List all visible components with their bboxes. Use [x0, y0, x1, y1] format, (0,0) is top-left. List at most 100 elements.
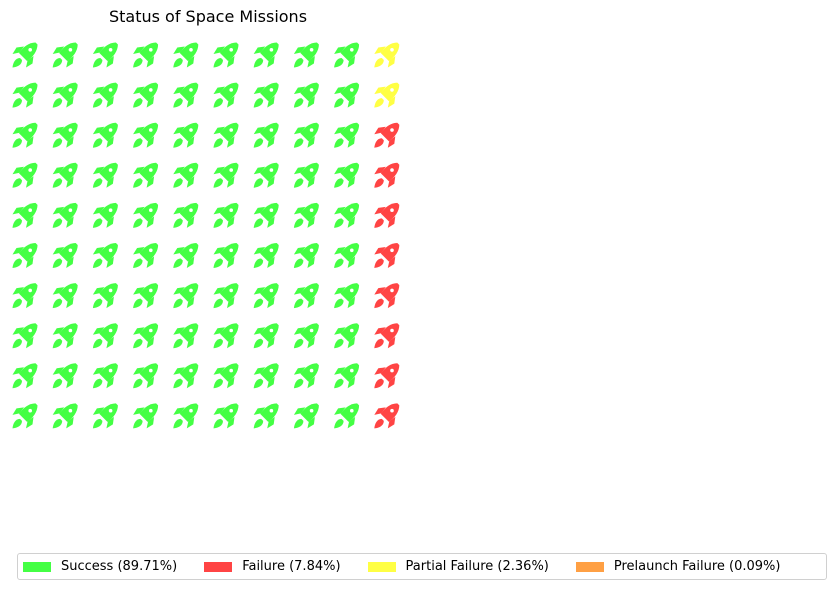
legend-entry: Failure (7.84%) [204, 559, 341, 574]
rocket-icon-success [12, 323, 38, 349]
legend-swatch [204, 561, 233, 572]
rocket-icon-success [334, 42, 360, 68]
rocket-icon-success [173, 122, 199, 148]
rocket-icon-success [133, 42, 159, 68]
rocket-icon-success [173, 403, 199, 429]
rocket-icon-success [293, 283, 319, 309]
waffle-chart [12, 42, 400, 429]
rocket-icon-success [173, 363, 199, 389]
rocket-icon-success [213, 283, 239, 309]
rocket-icon-success [213, 363, 239, 389]
rocket-icon-success [52, 122, 78, 148]
rocket-icon-success [253, 202, 279, 228]
legend-entry: Prelaunch Failure (0.09%) [575, 559, 780, 574]
rocket-icon-success [52, 243, 78, 268]
rocket-icon-success [213, 162, 239, 188]
rocket-icon-success [334, 162, 360, 188]
rocket-icon-success [253, 363, 279, 389]
rocket-icon-success [52, 403, 78, 429]
rocket-icon-success [293, 323, 319, 349]
rocket-icon-success [293, 202, 319, 228]
rocket-icon-failure [374, 202, 400, 228]
rocket-icon-success [253, 243, 279, 268]
rocket-icon-success [52, 283, 78, 309]
chart-title: Status of Space Missions [108, 7, 308, 26]
rocket-icon-success [173, 82, 199, 108]
rocket-icon-success [213, 323, 239, 349]
rocket-icon-success [173, 42, 199, 68]
rocket-icon-failure [374, 403, 400, 429]
rocket-icon-success [133, 363, 159, 389]
rocket-icon-success [173, 323, 199, 349]
rocket-icon-success [253, 42, 279, 68]
rocket-icon-failure [374, 323, 400, 349]
rocket-icon-success [293, 243, 319, 268]
rocket-icon-success [293, 162, 319, 188]
rocket-icon-success [52, 363, 78, 389]
rocket-icon-success [334, 323, 360, 349]
rocket-icon-success [92, 42, 118, 68]
rocket-icon-success [253, 122, 279, 148]
rocket-icon-success [334, 122, 360, 148]
rocket-icon-success [253, 162, 279, 188]
rocket-icon-success [12, 162, 38, 188]
rocket-icon-success [253, 82, 279, 108]
rocket-icon-success [133, 323, 159, 349]
rocket-icon-success [334, 82, 360, 108]
rocket-icon-success [52, 323, 78, 349]
rocket-icon-success [92, 283, 118, 309]
rocket-icon-success [12, 122, 38, 148]
legend-swatch [23, 561, 51, 572]
rocket-icon-partial-failure [374, 82, 400, 108]
rocket-icon-failure [374, 162, 400, 188]
rocket-icon-success [52, 162, 78, 188]
rocket-icon-success [52, 82, 78, 108]
rocket-icon-success [293, 122, 319, 148]
rocket-icon-success [52, 42, 78, 68]
rocket-icon-success [253, 403, 279, 429]
rocket-icon-success [173, 283, 199, 309]
rocket-icon-success [253, 283, 279, 309]
rocket-icon-success [133, 243, 159, 268]
rocket-icon-success [133, 162, 159, 188]
rocket-icon-success [213, 403, 239, 429]
rocket-icon-success [92, 403, 118, 429]
rocket-icon-success [334, 202, 360, 228]
rocket-icon-success [133, 122, 159, 148]
rocket-icon-success [213, 82, 239, 108]
rocket-icon-success [133, 82, 159, 108]
rocket-icon-failure [374, 243, 400, 268]
legend-label: Partial Failure (2.36%) [405, 559, 549, 574]
rocket-icon-success [92, 122, 118, 148]
rocket-icon-failure [374, 363, 400, 389]
rocket-icon-success [12, 243, 38, 268]
legend-entry: Success (89.71%) [23, 559, 177, 574]
rocket-icon-success [12, 42, 38, 68]
rocket-icon-success [213, 243, 239, 268]
legend-label: Success (89.71%) [61, 559, 178, 574]
rocket-icon-success [92, 323, 118, 349]
rocket-icon-success [334, 283, 360, 309]
rocket-icon-success [213, 202, 239, 228]
rocket-icon-success [92, 363, 118, 389]
rocket-icon-success [12, 202, 38, 228]
rocket-icon-success [253, 323, 279, 349]
rocket-icon-success [12, 283, 38, 309]
rocket-icon-failure [374, 122, 400, 148]
rocket-icon-success [213, 42, 239, 68]
rocket-icon-success [12, 82, 38, 108]
rocket-icon-success [334, 243, 360, 268]
rocket-icon-success [293, 403, 319, 429]
rocket-icon-success [173, 202, 199, 228]
legend-entry: Partial Failure (2.36%) [367, 559, 549, 574]
rocket-icon-success [133, 202, 159, 228]
rocket-icon-success [334, 363, 360, 389]
legend: Success (89.71%) Failure (7.84%) Partial F… [17, 553, 827, 580]
rocket-icon-success [293, 82, 319, 108]
rocket-icon-success [133, 403, 159, 429]
rocket-icon-success [52, 202, 78, 228]
rocket-icon-success [173, 162, 199, 188]
rocket-icon-success [12, 403, 38, 429]
legend-swatch [575, 561, 604, 572]
rocket-icon-success [92, 82, 118, 108]
